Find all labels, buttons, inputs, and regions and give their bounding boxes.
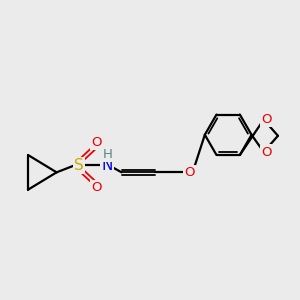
Text: H: H: [102, 148, 112, 160]
Text: O: O: [91, 181, 101, 194]
Text: O: O: [262, 146, 272, 158]
Text: N: N: [102, 158, 113, 173]
Text: S: S: [74, 158, 84, 173]
Text: O: O: [262, 113, 272, 126]
Text: O: O: [184, 166, 195, 179]
Text: O: O: [91, 136, 101, 149]
